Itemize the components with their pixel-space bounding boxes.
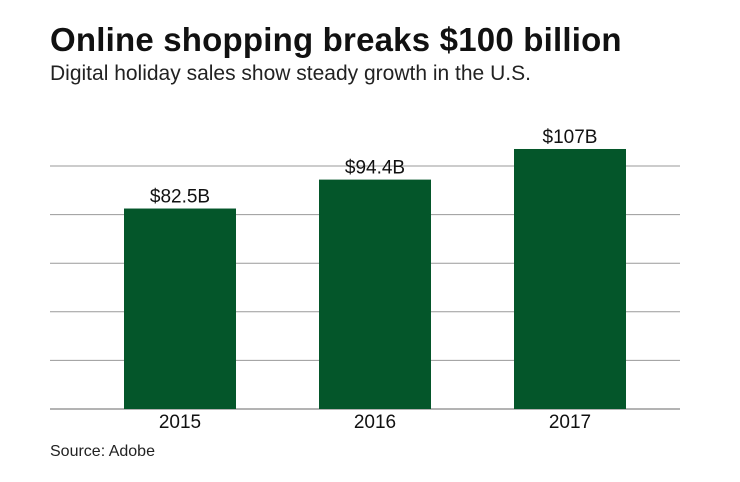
value-label-2016: $94.4B bbox=[345, 158, 405, 179]
value-label-2015: $82.5B bbox=[150, 187, 210, 208]
source-note: Source: Adobe bbox=[50, 443, 155, 460]
bars bbox=[124, 148, 626, 410]
bar-2016 bbox=[319, 179, 431, 409]
bar-2017 bbox=[514, 148, 626, 410]
chart-title: Online shopping breaks $100 billion bbox=[50, 21, 622, 58]
bar-2015 bbox=[124, 208, 236, 409]
x-tick-label-2015: 2015 bbox=[159, 412, 201, 433]
x-tick-label-2016: 2016 bbox=[354, 412, 396, 433]
value-labels: $82.5B $94.4B $107B bbox=[150, 127, 598, 208]
x-tick-labels: 2015 2016 2017 bbox=[159, 412, 591, 433]
x-tick-label-2017: 2017 bbox=[549, 412, 591, 433]
chart-subtitle: Digital holiday sales show steady growth… bbox=[50, 62, 531, 85]
value-label-2017: $107B bbox=[543, 127, 598, 148]
